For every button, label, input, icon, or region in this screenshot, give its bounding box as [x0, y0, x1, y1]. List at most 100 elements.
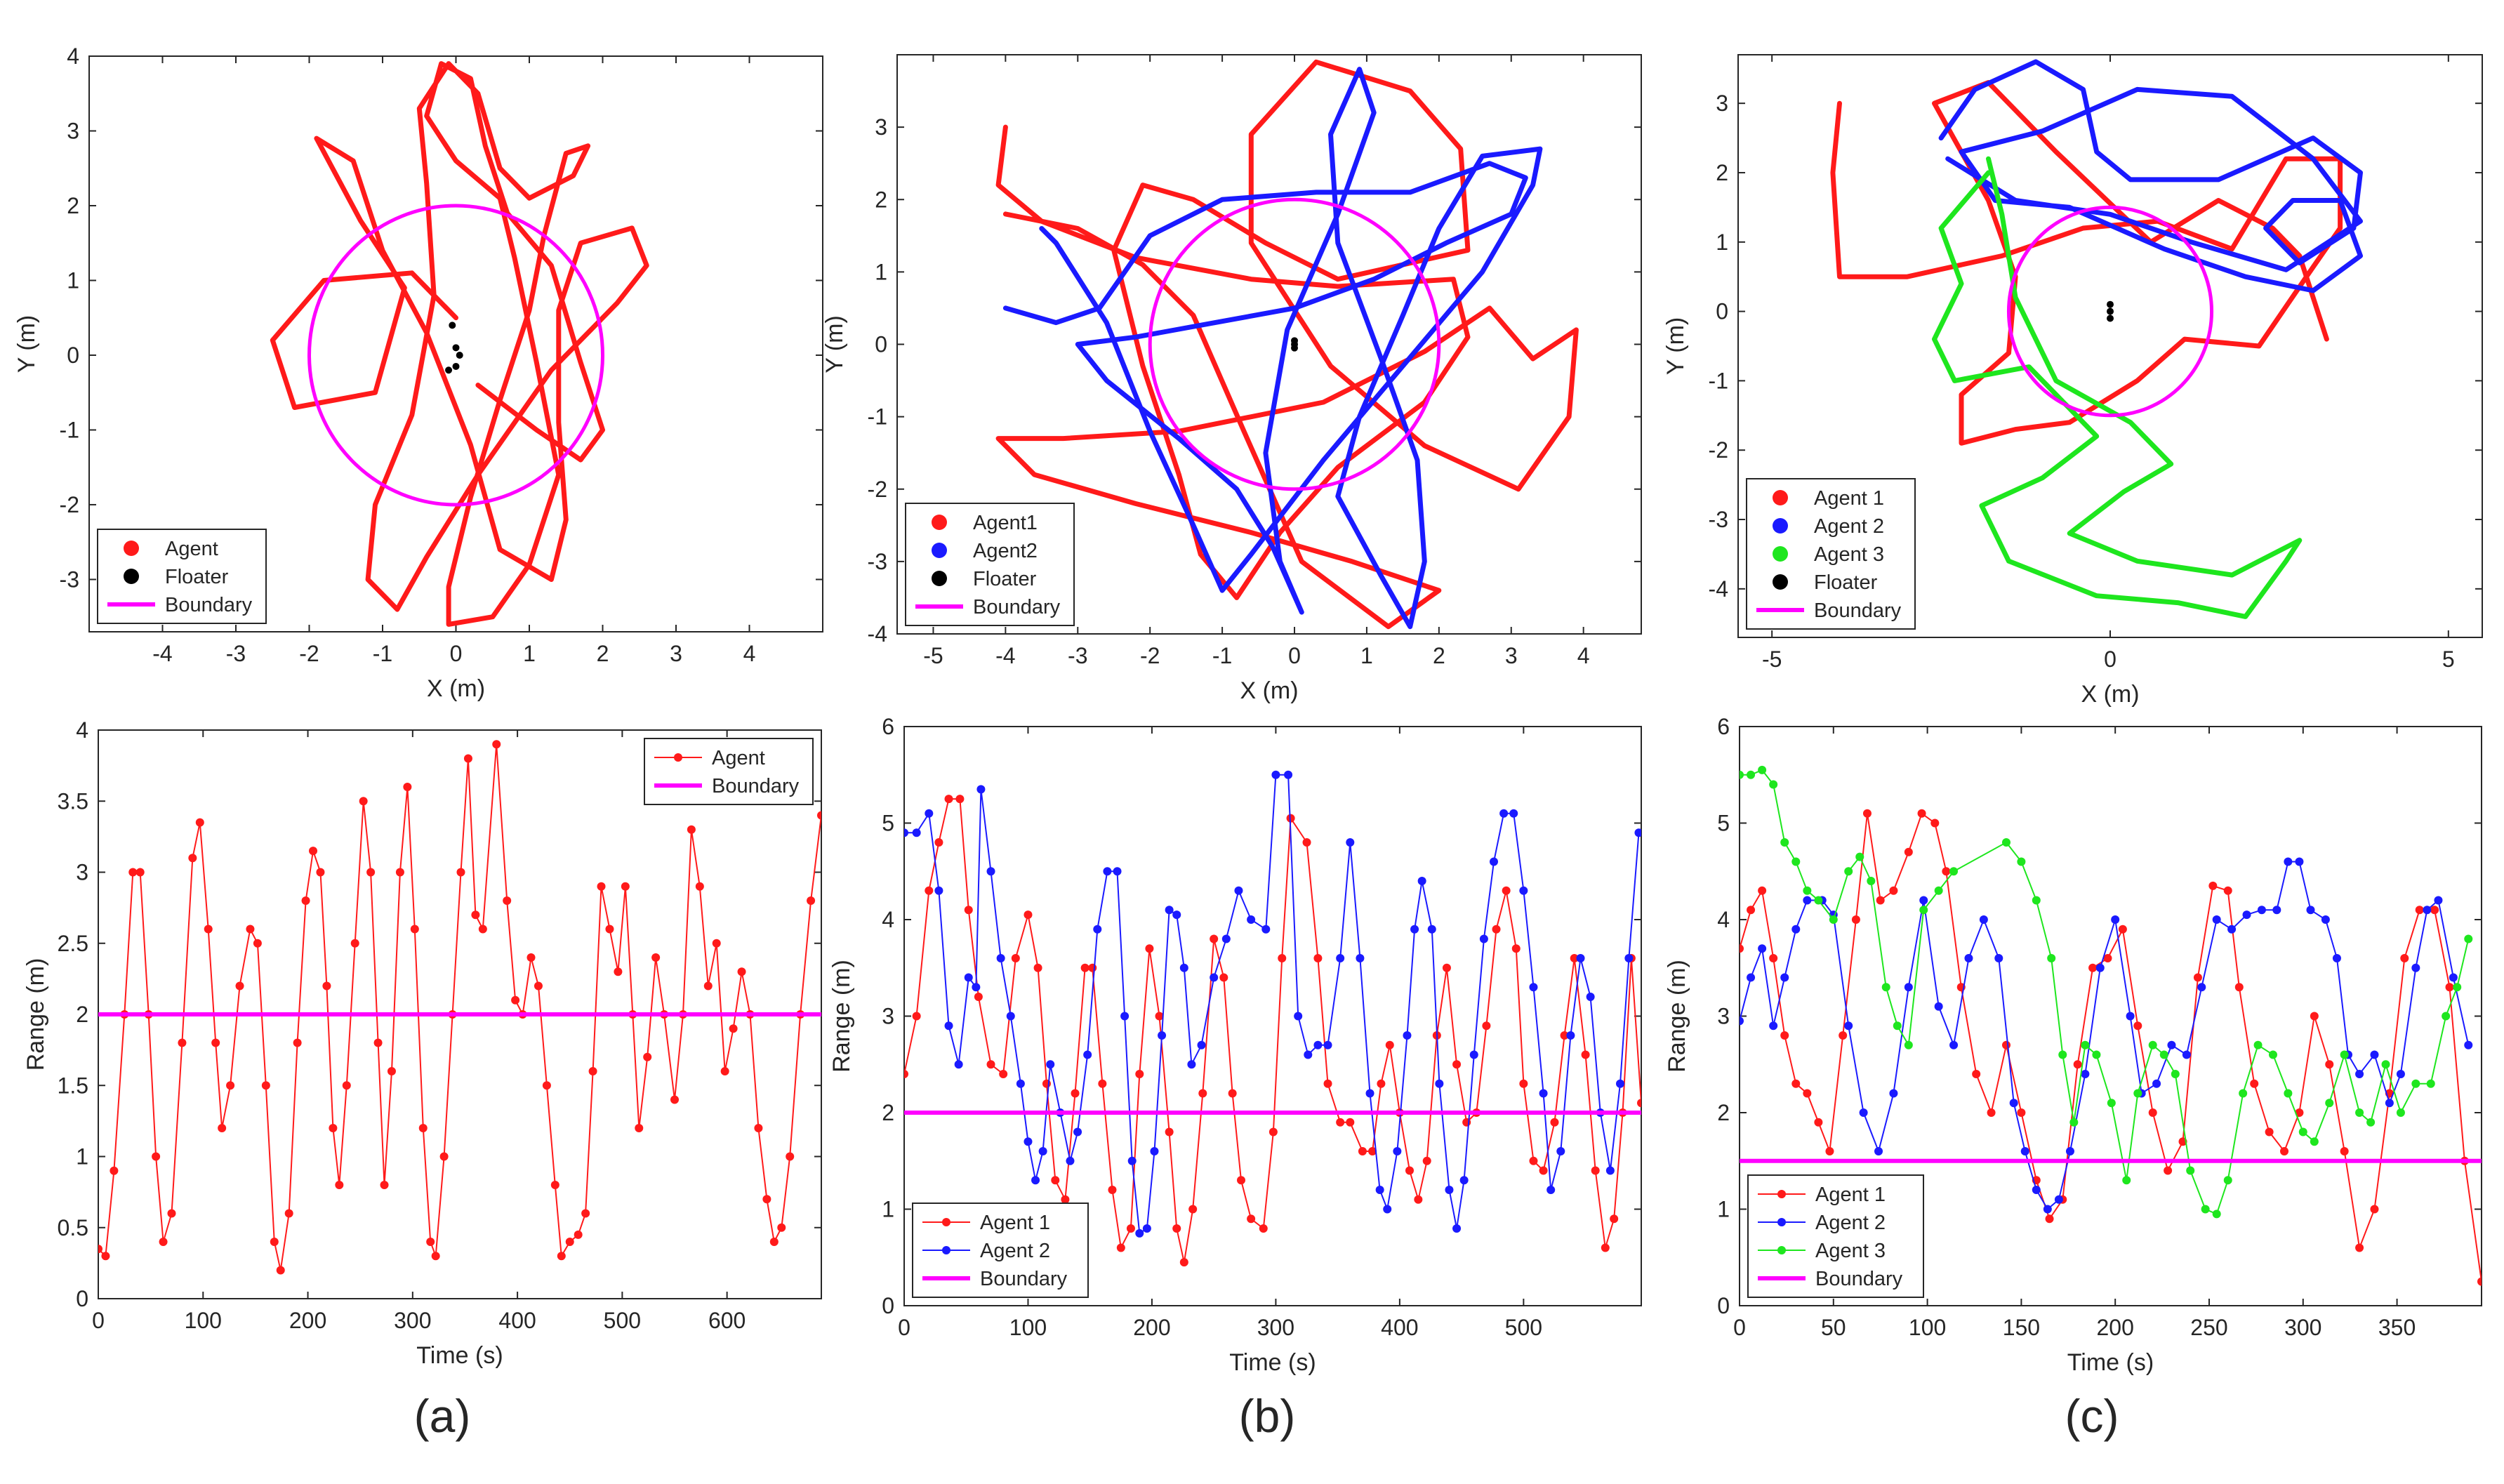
- y-tick-label: 5: [882, 811, 894, 836]
- x-tick-label: 300: [2284, 1315, 2321, 1340]
- range-point: [1024, 910, 1033, 920]
- chart-b-range: 0 100 200 300 400 500 0 1 2 3 4 5 6 Time (s) Range (m)…: [828, 714, 1642, 1376]
- range-point: [999, 1070, 1008, 1078]
- x-tick-label: -3: [1068, 643, 1087, 668]
- range-point: [1586, 993, 1595, 1001]
- range-point: [471, 910, 480, 920]
- x-tick-label: 1: [1360, 643, 1373, 668]
- range-point: [1803, 896, 1812, 905]
- x-tick-label: -2: [299, 641, 319, 666]
- x-tick-label: 500: [1505, 1315, 1542, 1340]
- range-point: [1529, 983, 1538, 992]
- range-point: [1747, 906, 1756, 915]
- legend-label: Agent1: [973, 512, 1038, 534]
- range-point: [542, 1081, 551, 1090]
- range-point: [695, 882, 704, 891]
- range-point: [1410, 925, 1419, 934]
- range-point: [786, 1152, 795, 1161]
- range-point: [1550, 1118, 1559, 1127]
- y-tick-label: -2: [868, 477, 887, 502]
- y-tick-label: 6: [1717, 714, 1730, 739]
- range-line-agent: [98, 744, 821, 1271]
- range-point: [1188, 1205, 1198, 1214]
- range-point: [178, 1038, 187, 1047]
- range-point: [1855, 852, 1864, 861]
- range-point: [1566, 1031, 1575, 1040]
- range-point: [2009, 1099, 2018, 1108]
- range-point: [1006, 1012, 1015, 1021]
- legend-marker-dot: [1777, 1246, 1786, 1254]
- trajectory-agent-2: [1938, 59, 2363, 293]
- legend-label: Agent 2: [1814, 515, 1884, 538]
- range-point: [2321, 915, 2330, 924]
- y-tick-label: -3: [60, 567, 79, 592]
- legend: Agent1 Agent2 Floater Boundary: [905, 503, 1075, 626]
- range-point: [2381, 1060, 2390, 1069]
- range-point: [456, 868, 465, 877]
- range-point: [1080, 963, 1089, 972]
- y-tick-label: 3: [875, 114, 887, 140]
- range-point: [1519, 886, 1528, 895]
- range-point: [2193, 973, 2202, 982]
- range-point: [1336, 954, 1345, 962]
- range-point: [2133, 1021, 2142, 1031]
- legend-box: [644, 738, 814, 805]
- range-point: [1228, 1089, 1237, 1098]
- plot-marks: [98, 740, 821, 1275]
- range-point: [2081, 1070, 2090, 1078]
- range-point: [964, 973, 973, 982]
- legend-marker: [1773, 490, 1788, 505]
- range-point: [1024, 1137, 1033, 1146]
- range-point: [1874, 1147, 1883, 1155]
- range-point: [1556, 1147, 1565, 1155]
- legend-label: Agent 1: [1814, 487, 1884, 510]
- y-tick-label: 4: [1717, 907, 1730, 932]
- range-point: [2043, 1205, 2052, 1214]
- range-point: [1414, 1195, 1423, 1204]
- chart-a-range: 0 100 200 300 400 500 600 0 0.5 1 1.5 2 2.5 3 3.5 4 Time…: [22, 717, 822, 1369]
- range-point: [2250, 1079, 2259, 1088]
- range-point: [316, 868, 325, 877]
- range-point: [1452, 1224, 1462, 1233]
- range-point: [1740, 944, 1744, 953]
- range-point: [550, 1181, 559, 1189]
- range-point: [1313, 954, 1323, 962]
- range-point: [670, 1095, 680, 1104]
- range-point: [439, 1152, 449, 1161]
- range-point: [1187, 1060, 1196, 1069]
- legend-marker: [1773, 518, 1788, 534]
- charts-layer: -4 -3 -2 -1 0 1 2 3 4 -3 -2 -1 0 1 2 3 4 X (m) Y (m) Agent F…: [13, 44, 2483, 1376]
- range-point: [1165, 906, 1174, 915]
- range-point: [1066, 1156, 1075, 1165]
- chart-c-top: -5 0 5 -4 -3 -2 -1 0 1 2 3 X (m) Y (m) Agent 1 Agent 2…: [1662, 54, 2483, 708]
- range-point: [2253, 1040, 2263, 1049]
- range-point: [1867, 877, 1876, 885]
- x-tick-label: 0: [2104, 647, 2117, 672]
- range-point: [2065, 1147, 2074, 1155]
- y-tick-label: 1: [76, 1144, 88, 1170]
- x-tick-label: 100: [1009, 1315, 1047, 1340]
- range-point: [329, 1124, 338, 1132]
- range-point: [1304, 1050, 1313, 1059]
- range-point: [1919, 906, 1928, 915]
- range-point: [1616, 1079, 1624, 1088]
- range-point: [1358, 1147, 1367, 1155]
- range-point: [581, 1209, 590, 1218]
- range-point: [1417, 877, 1426, 885]
- range-point: [2020, 1147, 2029, 1155]
- range-point: [226, 1081, 235, 1090]
- x-tick-label: 0: [1733, 1315, 1746, 1340]
- y-tick-label: -1: [868, 404, 887, 430]
- range-point: [2234, 983, 2244, 992]
- range-point: [204, 925, 213, 934]
- range-point: [2280, 1147, 2289, 1155]
- range-point: [2164, 1166, 2173, 1175]
- range-point: [934, 886, 943, 895]
- range-point: [1979, 915, 1988, 924]
- range-point: [1323, 1079, 1332, 1088]
- range-point: [503, 896, 512, 905]
- y-tick-label: 3: [76, 860, 88, 885]
- y-tick-label: 3: [882, 1004, 894, 1029]
- range-point: [235, 981, 244, 991]
- range-point: [1313, 1040, 1323, 1049]
